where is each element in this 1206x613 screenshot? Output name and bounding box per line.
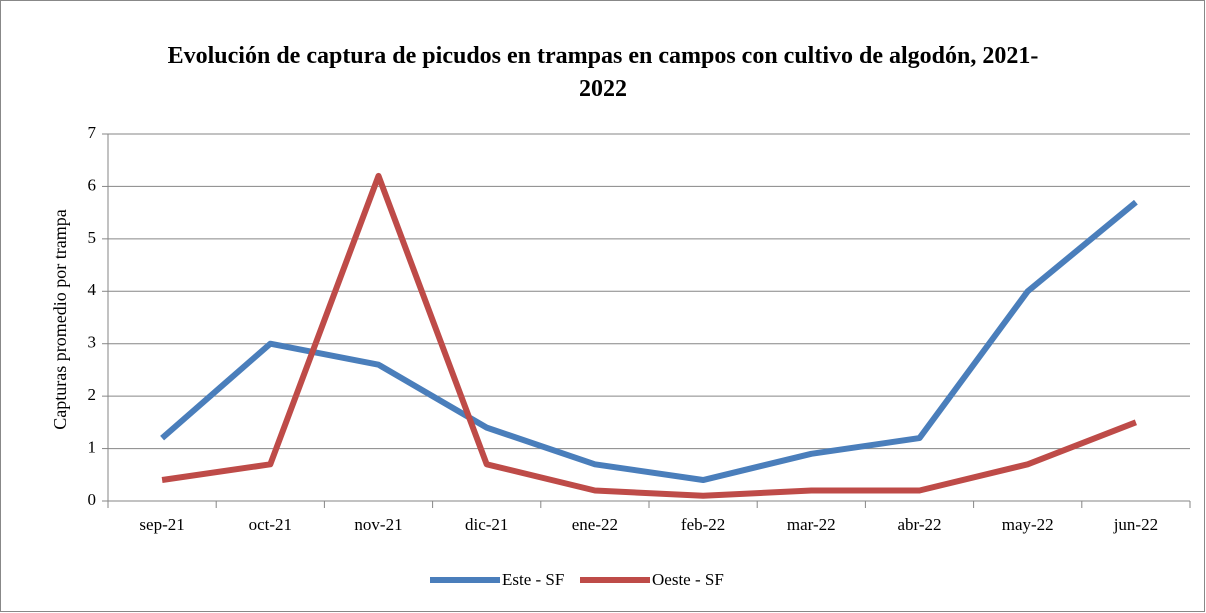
- x-tick-label: oct-21: [249, 515, 292, 534]
- y-axis-label: Capturas promedio por trampa: [50, 209, 70, 429]
- x-tick-label: nov-21: [354, 515, 402, 534]
- legend-label: Oeste - SF: [652, 570, 724, 589]
- x-tick-label: sep-21: [139, 515, 184, 534]
- y-tick-label: 2: [88, 385, 97, 404]
- x-tick-label: mar-22: [787, 515, 836, 534]
- x-tick-label: may-22: [1002, 515, 1054, 534]
- y-tick-label: 3: [88, 333, 97, 352]
- series-line: [161, 172, 1137, 499]
- x-tick-label: dic-21: [465, 515, 508, 534]
- x-tick-label: jun-22: [1113, 515, 1158, 534]
- y-tick-label: 0: [88, 490, 97, 509]
- x-tick-label: abr-22: [897, 515, 941, 534]
- x-tick-label: ene-22: [572, 515, 618, 534]
- x-tick-label: feb-22: [681, 515, 725, 534]
- y-tick-label: 6: [88, 175, 97, 194]
- legend-label: Este - SF: [502, 570, 564, 589]
- y-tick-label: 4: [88, 280, 97, 299]
- series-line: [160, 199, 1138, 484]
- y-tick-label: 5: [88, 228, 97, 247]
- y-tick-label: 1: [88, 437, 97, 456]
- chart-title: Evolución de captura de picudos en tramp…: [167, 43, 1039, 102]
- y-tick-label: 7: [88, 123, 97, 142]
